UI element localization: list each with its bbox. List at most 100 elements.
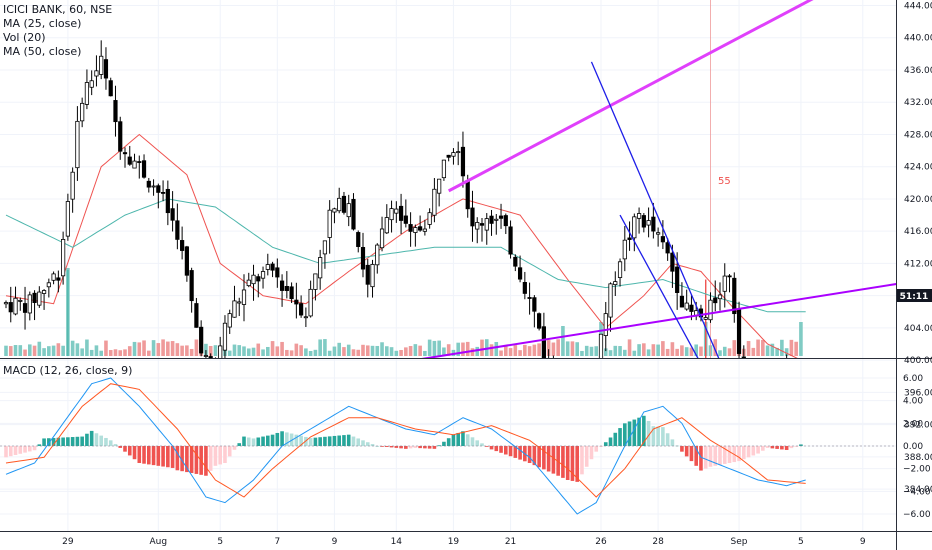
volume-bar xyxy=(266,346,270,356)
volume-bar xyxy=(389,347,394,356)
volume-bar xyxy=(142,340,146,356)
candle-body xyxy=(194,303,199,328)
candle-body xyxy=(341,195,347,213)
candle-body xyxy=(508,226,513,255)
price-tick-label: 432.00 xyxy=(904,98,932,108)
macd-histogram-bar xyxy=(61,437,65,446)
candle-body xyxy=(413,227,418,233)
volume-bar xyxy=(185,345,189,356)
volume-bar xyxy=(580,350,584,356)
volume-bar xyxy=(427,339,432,356)
candle-body xyxy=(394,208,399,214)
volume-bar xyxy=(499,350,503,356)
indicator-vol[interactable]: Vol (20) xyxy=(3,31,46,44)
macd-histogram-bar xyxy=(665,433,670,446)
candle-body xyxy=(660,236,665,243)
volume-bar xyxy=(80,348,84,356)
macd-histogram-bar xyxy=(623,423,627,446)
volume-bar xyxy=(661,341,665,356)
candle-body xyxy=(498,215,504,219)
candle-body xyxy=(113,100,118,123)
macd-histogram-bar xyxy=(461,431,465,446)
macd-histogram-bar xyxy=(589,446,594,460)
price-tick-label: 392.00 xyxy=(904,421,932,431)
trendlines[interactable] xyxy=(6,0,925,521)
price-tick-label: 396.00 xyxy=(904,388,932,398)
candle-body xyxy=(270,263,275,271)
candle-body xyxy=(184,246,189,276)
volume-bar xyxy=(722,346,727,356)
macd-histogram-bar xyxy=(703,446,708,469)
candle-body xyxy=(61,239,66,277)
candle-body xyxy=(222,322,228,351)
candle-body xyxy=(713,297,718,304)
volume-bar xyxy=(166,341,170,356)
macd-axis[interactable]: 6.00 4.00 2.00 0.00 −2.00 −4.00 −6.00 xyxy=(903,374,931,520)
price-tick-label: 400.00 xyxy=(904,356,932,366)
volume-bar xyxy=(375,345,380,356)
macd-histogram-bar xyxy=(280,431,284,446)
volume-bar xyxy=(213,345,218,356)
price-tick-label: 444.00 xyxy=(904,2,932,12)
macd-histogram-bar xyxy=(246,437,251,446)
candle-body xyxy=(332,208,337,213)
candle-body xyxy=(346,203,351,218)
price-tag-box xyxy=(897,289,932,302)
candle-body xyxy=(717,294,723,300)
volume-bar xyxy=(204,343,208,356)
volume-bar xyxy=(799,322,803,356)
indicator-ma25[interactable]: MA (25, close) xyxy=(3,17,82,30)
macd-histogram-bar xyxy=(223,446,227,463)
symbol-title[interactable]: ICICI BANK, 60, NSE xyxy=(3,3,113,16)
volume-bar xyxy=(261,349,265,356)
volume-bar xyxy=(37,341,42,356)
candle-body xyxy=(175,220,180,240)
volume-bar xyxy=(632,350,637,356)
candle-body xyxy=(8,302,13,313)
macd-histogram-bar xyxy=(261,436,265,446)
candle-body xyxy=(646,220,651,226)
volume-bar xyxy=(356,349,361,356)
volume-bar xyxy=(761,339,765,356)
candle-body xyxy=(617,261,623,278)
macd-histogram-bar xyxy=(632,419,637,446)
candle-body xyxy=(94,70,99,77)
volume-bar xyxy=(365,345,370,356)
macd-histogram-bar xyxy=(28,446,32,452)
macd-title[interactable]: MACD (12, 26, close, 9) xyxy=(3,364,133,377)
macd-histogram-bar xyxy=(99,435,103,446)
candle-body xyxy=(370,264,375,288)
candle-body xyxy=(46,282,51,288)
candle-body xyxy=(732,277,737,315)
macd-histogram-bar xyxy=(446,438,451,446)
indicator-ma50[interactable]: MA (50, close) xyxy=(3,45,82,58)
candle-body xyxy=(227,313,232,328)
candle-body xyxy=(670,252,675,272)
macd-histogram-bar xyxy=(789,446,794,449)
candle-body xyxy=(517,267,523,280)
macd-histogram-bar xyxy=(399,446,403,449)
macd-histogram-bar xyxy=(642,415,646,446)
macd-histogram-bar xyxy=(351,436,356,446)
time-axis[interactable]: 29 Aug 5 7 9 14 19 21 26 28 Sep 5 9 xyxy=(62,537,866,547)
candle-body xyxy=(327,209,332,238)
candle-body xyxy=(641,215,646,228)
macd-histogram-bar xyxy=(718,446,722,465)
macd-histogram-bar xyxy=(708,446,713,467)
volume-bar xyxy=(289,350,294,356)
volume-bar xyxy=(589,346,594,356)
macd-histogram-bar xyxy=(613,432,618,446)
volume-bar xyxy=(527,346,532,356)
macd-histogram-bar xyxy=(47,438,51,446)
volume-bar xyxy=(532,344,537,356)
candle-body xyxy=(513,256,518,267)
candle-body xyxy=(736,308,742,354)
volume-bar xyxy=(523,344,527,356)
candle-body xyxy=(741,356,746,358)
volume-bar xyxy=(432,340,437,356)
macd-histogram-bar xyxy=(118,446,123,448)
candle-body xyxy=(541,326,546,358)
time-tick-label: 9 xyxy=(332,537,338,547)
